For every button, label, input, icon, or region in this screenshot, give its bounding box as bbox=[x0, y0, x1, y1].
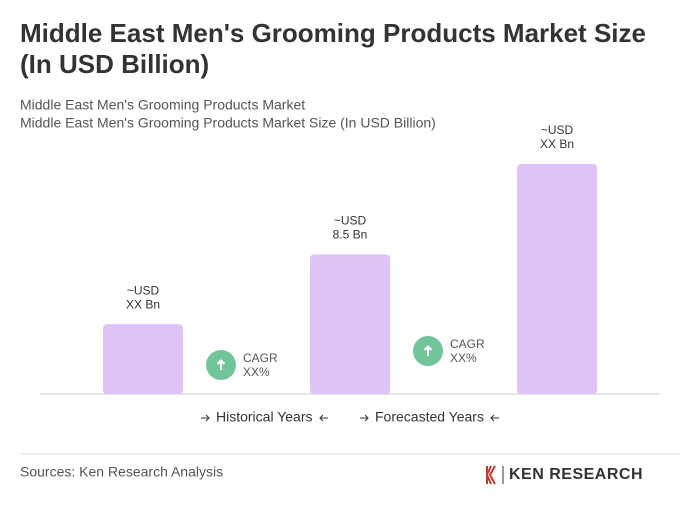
cagr-arrow bbox=[423, 345, 433, 356]
cagr-arrow bbox=[216, 359, 226, 370]
value-label: ~USD bbox=[334, 214, 367, 228]
value-label: 8.5 Bn bbox=[333, 228, 368, 242]
subtitle: Middle East Men's Grooming Products Mark… bbox=[20, 115, 436, 131]
value-label: ~USD bbox=[541, 123, 574, 137]
legend-arrow bbox=[490, 414, 499, 422]
legend-label: Forecasted Years bbox=[375, 409, 484, 425]
cagr-label: CAGR bbox=[243, 351, 278, 365]
legend-arrow bbox=[360, 414, 369, 422]
chart-title: Middle East Men's Grooming Products Mark… bbox=[20, 18, 646, 48]
chart-title: (In USD Billion) bbox=[20, 49, 209, 79]
bar bbox=[310, 254, 390, 394]
bar bbox=[517, 164, 597, 394]
value-label: XX Bn bbox=[126, 297, 160, 311]
legend-arrow bbox=[201, 414, 210, 422]
subtitle: Middle East Men's Grooming Products Mark… bbox=[20, 97, 305, 113]
source: Sources: Ken Research Analysis bbox=[20, 464, 223, 480]
cagr-label: XX% bbox=[450, 351, 477, 365]
value-label: ~USD bbox=[127, 283, 160, 297]
value-label: XX Bn bbox=[540, 137, 574, 151]
bar bbox=[103, 324, 183, 394]
legend-label: Historical Years bbox=[216, 409, 313, 425]
cagr-label: CAGR bbox=[450, 337, 485, 351]
logo-icon bbox=[485, 465, 496, 485]
logo: KEN RESEARCH bbox=[509, 466, 643, 483]
legend-arrow bbox=[319, 414, 328, 422]
cagr-label: XX% bbox=[243, 365, 270, 379]
